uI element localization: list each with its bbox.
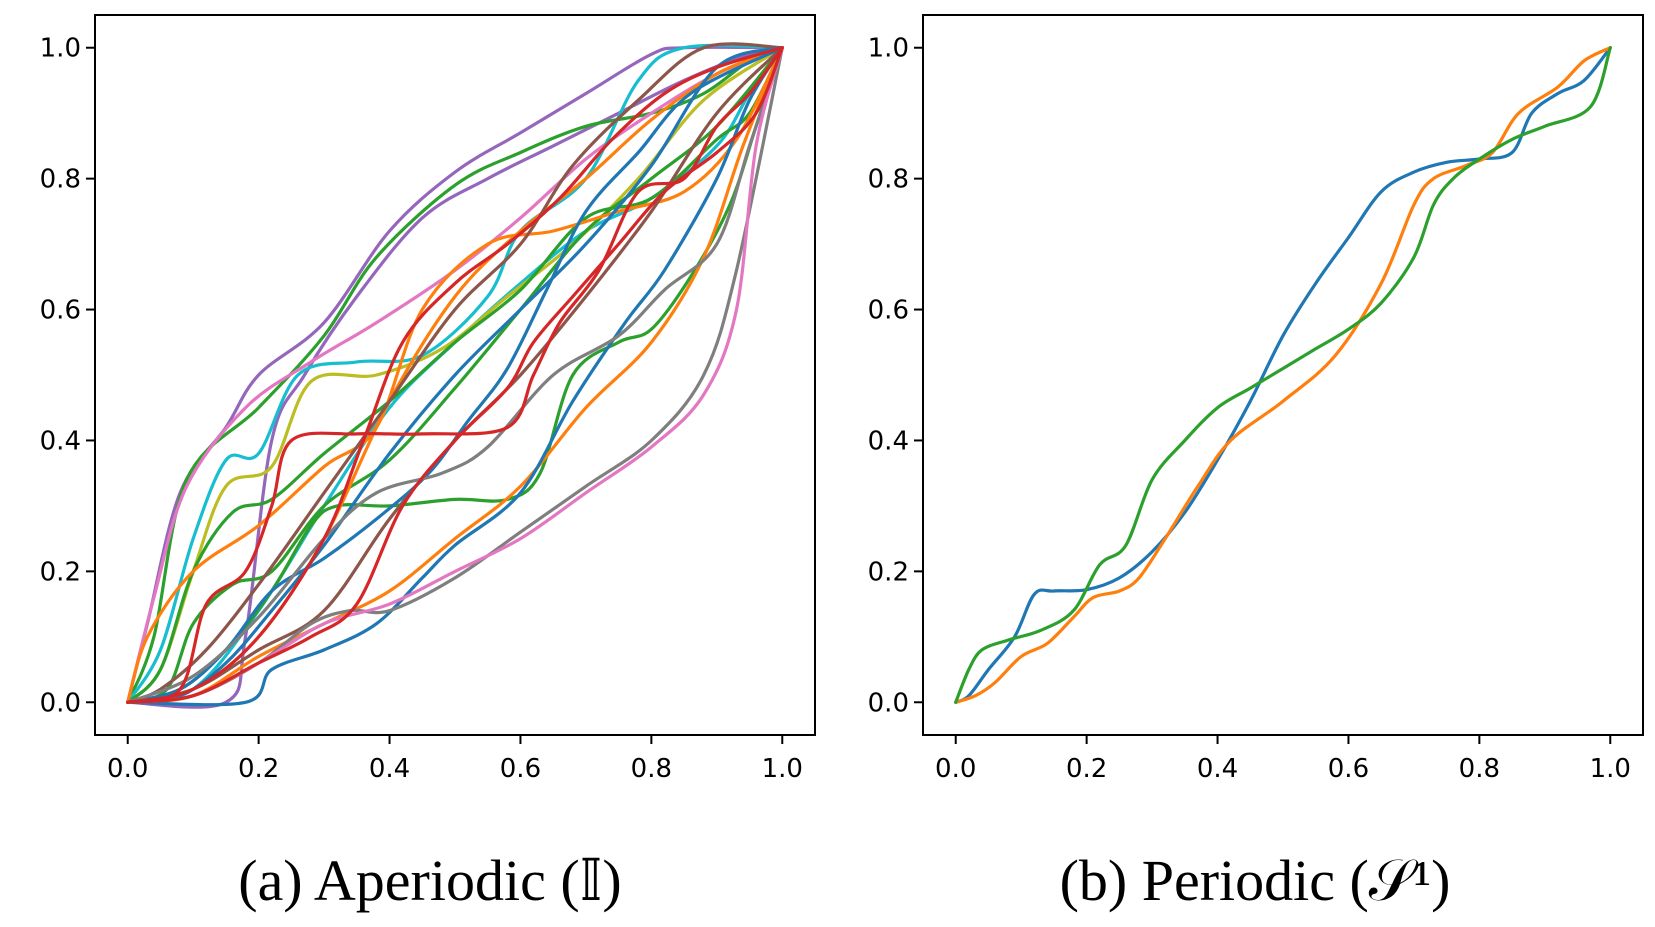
series-line-10 bbox=[126, 46, 784, 704]
x-tick-label: 0.2 bbox=[238, 754, 279, 784]
y-tick-label: 1.0 bbox=[868, 34, 909, 64]
series-line-3 bbox=[126, 46, 784, 704]
series-line-1 bbox=[126, 46, 784, 709]
x-tick-label: 0.0 bbox=[107, 754, 148, 784]
series-line-17 bbox=[126, 46, 784, 704]
x-tick-label: 0.8 bbox=[631, 754, 672, 784]
series-line-15 bbox=[126, 46, 784, 707]
series-line-23 bbox=[126, 46, 784, 704]
y-tick-label: 0.0 bbox=[868, 688, 909, 718]
series-line-0 bbox=[954, 46, 1612, 704]
subplot-caption: (a) Aperiodic (𝕀) bbox=[238, 848, 622, 913]
x-tick-label: 0.6 bbox=[500, 754, 541, 784]
series-line-16 bbox=[126, 46, 784, 704]
x-tick-label: 0.2 bbox=[1066, 754, 1107, 784]
y-tick-label: 0.8 bbox=[40, 165, 81, 195]
series-line-22 bbox=[126, 46, 784, 704]
y-tick-label: 0.4 bbox=[868, 426, 909, 456]
axes-frame bbox=[94, 14, 816, 736]
y-tick-label: 0.6 bbox=[868, 296, 909, 326]
y-tick-label: 1.0 bbox=[40, 34, 81, 64]
y-tick-label: 0.6 bbox=[40, 296, 81, 326]
x-tick-label: 1.0 bbox=[762, 754, 803, 784]
y-tick-label: 0.2 bbox=[40, 557, 81, 587]
x-tick-label: 0.4 bbox=[1197, 754, 1238, 784]
series-line-0 bbox=[126, 45, 784, 704]
subplot-caption: (b) Periodic (𝒮¹) bbox=[1060, 848, 1451, 913]
x-tick-label: 0.0 bbox=[935, 754, 976, 784]
series-line-13 bbox=[126, 42, 784, 704]
x-tick-label: 0.6 bbox=[1328, 754, 1369, 784]
x-tick-label: 1.0 bbox=[1590, 754, 1631, 784]
x-tick-label: 0.8 bbox=[1459, 754, 1500, 784]
series-line-12 bbox=[126, 46, 784, 704]
y-tick-label: 0.2 bbox=[868, 557, 909, 587]
series-line-2 bbox=[954, 46, 1612, 704]
panel-periodic: 0.0 0.2 0.4 0.6 0.8 1.0 0.0 0.2 0.4 0.6 0.8 1.0 (b) … bbox=[868, 14, 1644, 913]
x-tick-label: 0.4 bbox=[369, 754, 410, 784]
y-tick-label: 0.4 bbox=[40, 426, 81, 456]
y-tick-label: 0.0 bbox=[40, 688, 81, 718]
panel-aperiodic: 0.0 0.2 0.4 0.6 0.8 1.0 0.0 0.2 0.4 0.6 0.8 1.0 (a) … bbox=[40, 14, 816, 913]
axes-frame bbox=[922, 14, 1644, 736]
series-line-4 bbox=[126, 43, 784, 704]
series-line-1 bbox=[954, 46, 1612, 704]
y-tick-label: 0.8 bbox=[868, 165, 909, 195]
series-line-19 bbox=[126, 46, 784, 704]
